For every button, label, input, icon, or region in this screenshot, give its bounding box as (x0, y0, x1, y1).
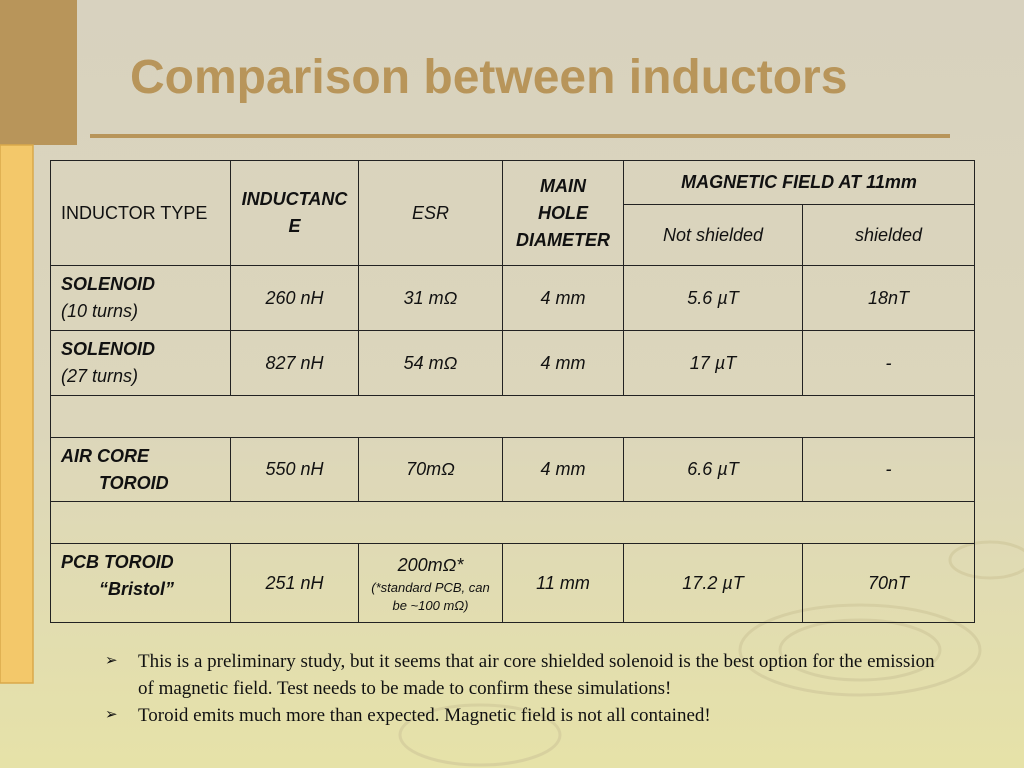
row: SOLENOID (27 turns) 827 nH 54 mΩ 4 mm 17 µT - (50, 330, 975, 396)
header-line: DIAMETER (516, 229, 610, 250)
type-name: AIR CORE (61, 446, 150, 466)
diameter-cell: 4 mm (502, 265, 624, 331)
row: SOLENOID (10 turns) 260 nH 31 mΩ 4 mm 5.6 µT 1… (50, 265, 975, 331)
type-name: SOLENOID (61, 339, 156, 359)
field-cell: - (802, 437, 975, 502)
esr-value: 200mΩ* (397, 554, 464, 575)
header-cell: Not shielded (623, 204, 803, 266)
esr-value: 31 mΩ (403, 287, 458, 308)
type-cell: SOLENOID (27 turns) (50, 330, 231, 396)
slide-title: Comparison between inductors (130, 51, 848, 104)
field-cell: - (802, 330, 975, 396)
field-cell: 70nT (802, 543, 975, 623)
diameter-cell: 11 mm (502, 543, 624, 623)
esr-cell: 200mΩ* (*standard PCB, can be ~100 mΩ) (358, 543, 503, 623)
header-cell: ESR (358, 160, 503, 266)
header-cell: INDUCTOR TYPE (50, 160, 231, 266)
diameter-cell: 4 mm (502, 437, 624, 502)
bullet: Toroid emits much more than expected. Ma… (105, 702, 955, 729)
bullet: This is a preliminary study, but it seem… (105, 648, 955, 702)
header-text: INDUCTANCE (241, 189, 348, 236)
header-cell: INDUCTANCE (230, 160, 359, 266)
field-cell: 6.6 µT (623, 437, 803, 502)
type-cell: SOLENOID (10 turns) (50, 265, 231, 331)
type-name: PCB TOROID (61, 552, 174, 572)
empty-row (50, 395, 975, 438)
type-line: “Bristol” (99, 579, 175, 599)
esr-note: (*standard PCB, can be ~100 mΩ) (371, 579, 490, 613)
field-cell: 17.2 µT (623, 543, 803, 623)
esr-cell: 54 mΩ (358, 330, 503, 396)
type-cell: PCB TOROID “Bristol” (50, 543, 231, 623)
esr-value: 70mΩ (406, 459, 455, 479)
field-cell: 17 µT (623, 330, 803, 396)
type-cell: AIR CORE TOROID (50, 437, 231, 502)
type-line: (10 turns) (61, 301, 139, 321)
bullet-list: This is a preliminary study, but it seem… (105, 648, 955, 729)
field-cell: 18nT (802, 265, 975, 331)
field-cell: 5.6 µT (623, 265, 803, 331)
type-name: SOLENOID (61, 274, 156, 294)
row: AIR CORE TOROID 550 nH 70mΩ 4 mm 6.6 µT - (50, 437, 975, 502)
type-line: (27 turns) (61, 366, 139, 386)
header-cell: MAGNETIC FIELD AT 11mm (623, 160, 975, 205)
esr-cell: 70mΩ (358, 437, 503, 502)
inductance-cell: 251 nH (230, 543, 359, 623)
empty-cell (50, 395, 975, 438)
type-line: TOROID (99, 473, 169, 493)
header-cell: shielded (802, 204, 975, 266)
esr-value: 54 mΩ (403, 352, 458, 373)
inductance-cell: 550 nH (230, 437, 359, 502)
inductance-cell: 827 nH (230, 330, 359, 396)
header-line: MAIN (540, 175, 586, 196)
empty-row (50, 501, 975, 544)
header-line: HOLE (537, 202, 588, 223)
empty-cell (50, 501, 975, 544)
inductance-cell: 260 nH (230, 265, 359, 331)
diameter-cell: 4 mm (502, 330, 624, 396)
esr-cell: 31 mΩ (358, 265, 503, 331)
header-cell: MAIN HOLE DIAMETER (502, 160, 624, 266)
comparison-table: INDUCTOR TYPE INDUCTANCE ESR MAIN HOLE D… (50, 160, 975, 623)
row: PCB TOROID “Bristol” 251 nH 200mΩ* (*standar… (50, 543, 975, 623)
